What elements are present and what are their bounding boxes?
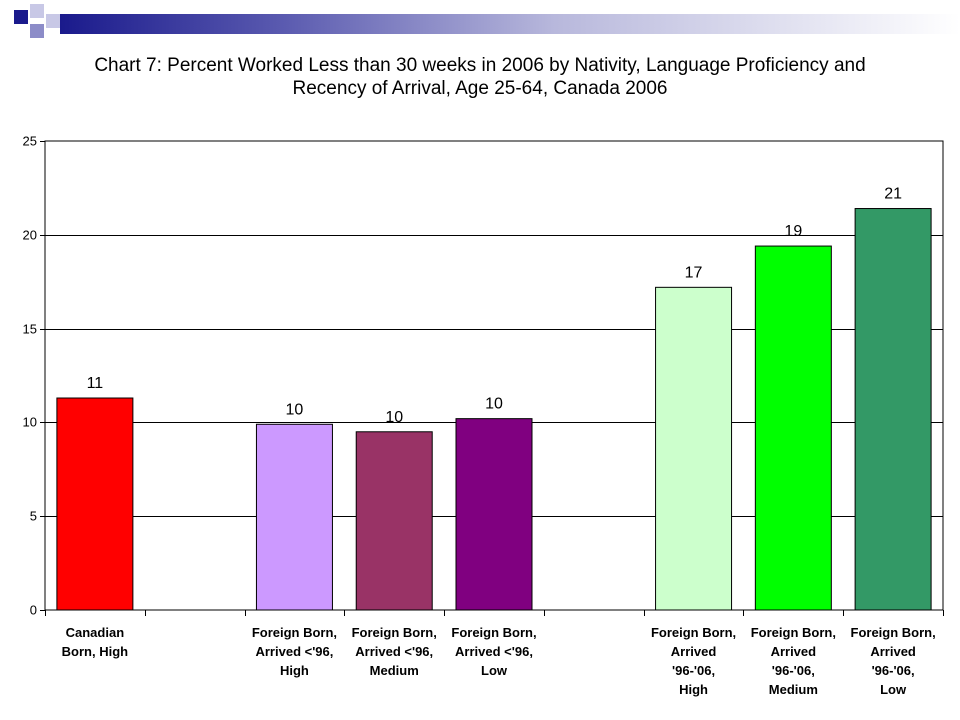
x-category-label: Foreign Born, (851, 625, 936, 640)
x-category-label: Born, High (62, 644, 128, 659)
x-category-label: Arrived <'96, (455, 644, 533, 659)
x-category-label: '96-'06, (672, 663, 715, 678)
x-category-label: Arrived <'96, (355, 644, 433, 659)
bar (655, 286, 733, 611)
bar (854, 208, 932, 611)
y-tick-label: 5 (30, 509, 37, 524)
decoration-square (14, 10, 28, 24)
data-label: 19 (784, 223, 802, 240)
data-label: 21 (884, 186, 902, 203)
chart-title-line-1: Chart 7: Percent Worked Less than 30 wee… (94, 55, 866, 76)
chart-title: Chart 7: Percent Worked Less than 30 wee… (0, 54, 960, 100)
x-category-label: High (280, 663, 309, 678)
x-category-label: Low (880, 682, 907, 697)
data-label: 17 (685, 264, 703, 281)
bar (56, 397, 134, 611)
y-tick-label: 10 (23, 415, 37, 430)
x-category-label: Arrived (771, 644, 817, 659)
decoration-square (30, 4, 44, 18)
x-category-label: Low (481, 663, 508, 678)
slide-decoration (0, 0, 960, 48)
decoration-square (46, 14, 60, 28)
x-category-label: Foreign Born, (352, 625, 437, 640)
x-category-label: High (679, 682, 708, 697)
y-tick-label: 15 (23, 322, 37, 337)
bar (455, 418, 533, 611)
x-category-label: '96-'06, (772, 663, 815, 678)
decoration-gradient-strip (60, 14, 960, 34)
y-tick-label: 25 (23, 134, 37, 149)
x-category-label: Foreign Born, (252, 625, 337, 640)
x-category-label: Arrived <'96, (255, 644, 333, 659)
chart-title-line-2: Recency of Arrival, Age 25-64, Canada 20… (292, 78, 668, 99)
x-category-label: Arrived (671, 644, 717, 659)
data-label: 10 (485, 396, 503, 413)
x-category-label: Foreign Born, (451, 625, 536, 640)
x-category-label: Foreign Born, (751, 625, 836, 640)
y-tick-label: 20 (23, 228, 37, 243)
data-label: 11 (87, 375, 104, 392)
x-category-label: Medium (370, 663, 419, 678)
data-label: 10 (286, 401, 304, 418)
bar (255, 423, 333, 611)
y-tick-label: 0 (30, 603, 37, 618)
bar (355, 431, 433, 611)
decoration-square (30, 24, 44, 38)
x-category-label: Medium (769, 682, 818, 697)
x-category-label: Foreign Born, (651, 625, 736, 640)
data-label: 10 (385, 409, 403, 426)
x-category-label: '96-'06, (872, 663, 915, 678)
x-category-label: Canadian (66, 625, 125, 640)
bar (754, 245, 832, 611)
x-category-label: Arrived (870, 644, 916, 659)
